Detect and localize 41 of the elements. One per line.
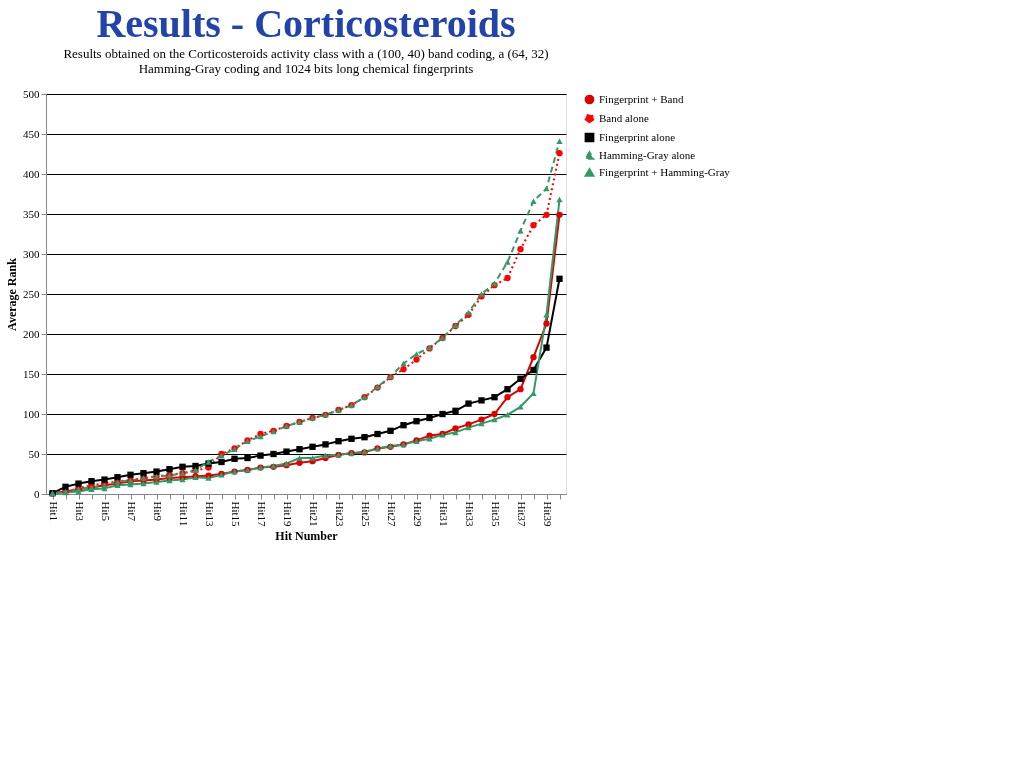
x-tick-label: Hit39: [542, 501, 554, 528]
x-tick-label: Hit13: [204, 501, 216, 528]
x-tick-label: Hit3: [74, 501, 86, 522]
x-tick-label: Hit33: [464, 501, 476, 528]
x-tick-label: Hit1: [48, 501, 60, 522]
x-tick-label: Hit31: [438, 501, 450, 527]
y-axis-title: Average Rank: [5, 257, 19, 331]
legend-label: Hamming-Gray alone: [599, 148, 696, 161]
x-tick-label: Hit27: [386, 501, 398, 528]
legend-label: Band alone: [599, 111, 649, 124]
x-tick-label: Hit29: [412, 501, 424, 528]
legend-label: Fingerprint + Band: [599, 92, 684, 105]
text: Results obtained on the Corticosteroids activity class with a (100, 40) band coding, a (64, 32): [63, 46, 549, 61]
y-tick-label: 500: [23, 87, 40, 100]
y-tick-label: 50: [28, 447, 40, 460]
y-tick-label: 250: [23, 287, 40, 300]
legend-label: Fingerprint + Hamming-Gray: [599, 165, 731, 178]
legend-label: Fingerprint alone: [599, 130, 676, 143]
chart-title: Results - Corticosteroids: [96, 1, 516, 46]
x-tick-label: Hit17: [256, 501, 268, 528]
y-tick-label: 450: [23, 127, 40, 140]
y-tick-label: 350: [23, 207, 40, 220]
x-tick-label: Hit21: [308, 501, 320, 527]
x-tick-label: Hit15: [230, 501, 242, 528]
y-tick-label: 400: [23, 167, 40, 180]
x-tick-label: Hit5: [100, 501, 112, 522]
x-tick-label: Hit7: [126, 501, 138, 522]
x-tick-label: Hit9: [152, 501, 164, 522]
y-tick-label: 150: [23, 367, 40, 380]
x-axis-title: Hit Number: [275, 528, 339, 543]
x-tick-label: Hit19: [282, 501, 294, 528]
x-tick-label: Hit23: [334, 501, 346, 528]
x-tick-label: Hit11: [178, 501, 190, 527]
x-tick-label: Hit35: [490, 501, 502, 528]
text: Hamming-Gray coding and 1024 bits long chemical fingerprints: [138, 61, 474, 76]
y-tick-label: 100: [23, 407, 40, 420]
y-tick-label: 200: [23, 327, 40, 340]
x-tick-label: Hit25: [360, 501, 372, 528]
y-tick-label: 300: [23, 247, 40, 260]
x-tick-label: Hit37: [516, 501, 528, 528]
y-tick-label: 0: [34, 487, 40, 500]
